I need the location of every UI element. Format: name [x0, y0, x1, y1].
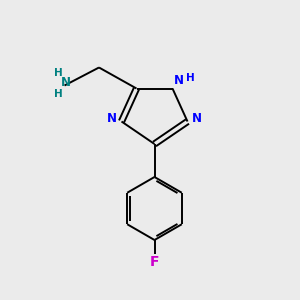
Text: N: N: [174, 74, 184, 87]
Text: H: H: [54, 68, 63, 78]
Text: H: H: [54, 89, 63, 99]
Text: N: N: [107, 112, 117, 125]
Text: H: H: [185, 73, 194, 83]
Text: N: N: [192, 112, 202, 125]
Text: N: N: [61, 76, 71, 89]
Text: F: F: [150, 255, 159, 268]
